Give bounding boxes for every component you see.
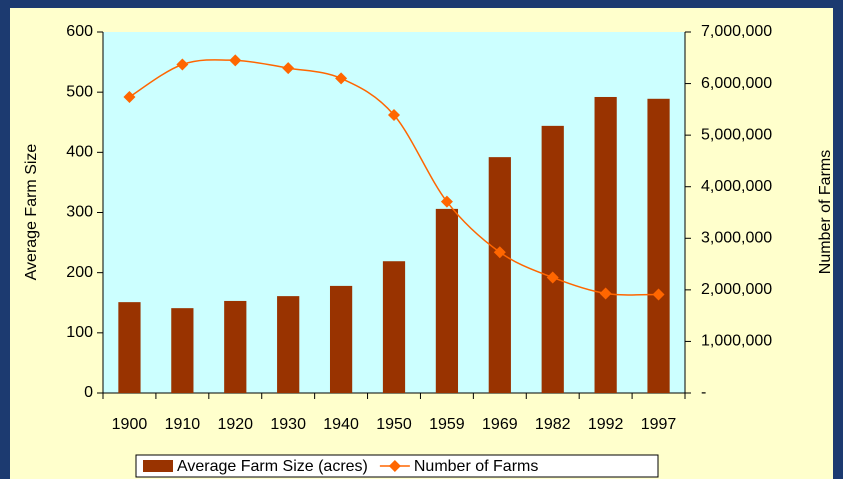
marker (335, 72, 348, 85)
x-tick-label: 1940 (323, 416, 359, 433)
x-tick-label: 1910 (165, 416, 201, 433)
y2-tick-label: 4,000,000 (701, 178, 772, 195)
y-axis-title: Average Farm Size (23, 144, 40, 281)
y-tick-label: 600 (66, 23, 93, 40)
y2-axis-title: Number of Farms (817, 150, 834, 274)
bar (382, 261, 406, 393)
legend-swatch (143, 460, 173, 472)
marker (546, 271, 559, 284)
x-tick-label: 1930 (270, 416, 306, 433)
y2-tick-label: 2,000,000 (701, 281, 772, 298)
marker (599, 287, 612, 300)
legend-swatch (388, 460, 401, 472)
y-tick-label: 400 (66, 144, 93, 161)
marker (493, 246, 506, 259)
y2-tick-label: 3,000,000 (701, 230, 772, 247)
bar (594, 96, 617, 393)
x-tick-label: 1900 (112, 416, 148, 433)
marker (652, 288, 665, 301)
x-tick-label: 1920 (217, 416, 253, 433)
y-tick-label: 500 (66, 83, 93, 100)
bar (488, 157, 511, 393)
y-tick-label: 100 (66, 324, 93, 341)
y2-tick-label: 7,000,000 (701, 23, 772, 40)
legend-label: Average Farm Size (acres) (177, 458, 368, 475)
bar (435, 208, 459, 393)
bar (647, 98, 670, 393)
x-tick-label: 1982 (535, 416, 571, 433)
marker (388, 109, 400, 122)
marker (282, 62, 295, 75)
x-tick-label: 1992 (588, 416, 624, 433)
bar (171, 308, 194, 393)
marker (229, 54, 242, 67)
y-tick-label: 200 (66, 264, 93, 281)
y2-tick-label: - (701, 384, 706, 401)
bar (541, 125, 564, 394)
legend-label: Number of Farms (414, 458, 538, 475)
x-tick-label: 1969 (482, 416, 518, 433)
x-tick-label: 1950 (376, 416, 412, 433)
marker (123, 90, 136, 103)
x-tick-label: 1959 (429, 416, 465, 433)
y2-tick-label: 1,000,000 (701, 333, 772, 350)
y2-tick-label: 6,000,000 (701, 75, 772, 92)
marker (440, 195, 453, 208)
bar (224, 300, 247, 393)
y-tick-label: 0 (84, 384, 93, 401)
y-tick-label: 300 (66, 204, 93, 221)
bar (118, 302, 141, 393)
y2-tick-label: 5,000,000 (701, 126, 772, 143)
x-tick-label: 1997 (641, 416, 677, 433)
bar (277, 296, 300, 393)
marker (176, 58, 189, 71)
bar (329, 285, 353, 393)
